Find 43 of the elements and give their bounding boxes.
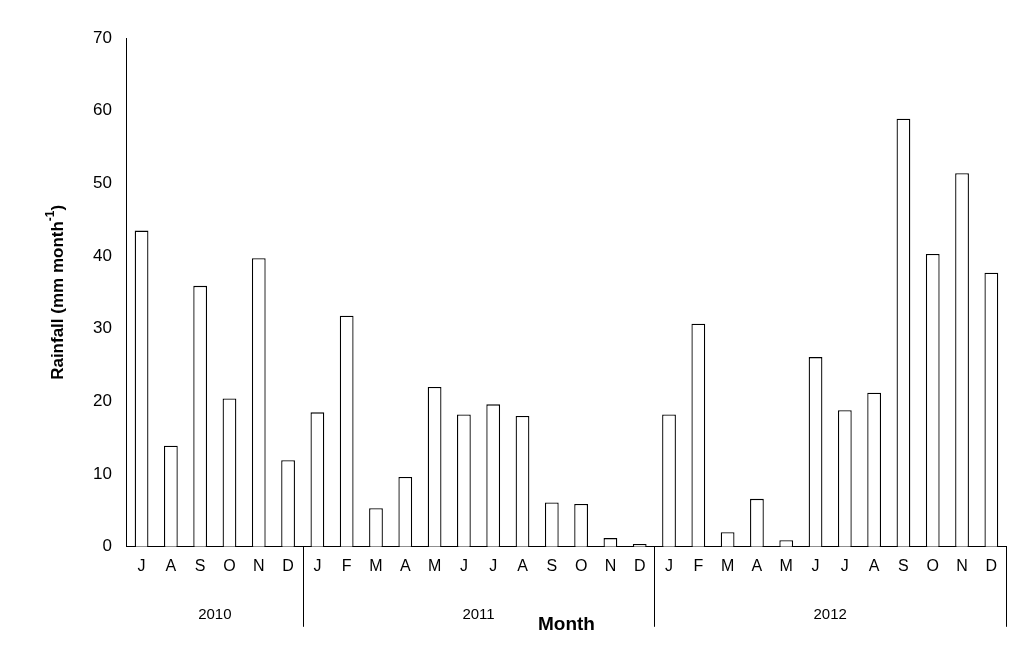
y-axis-title: Rainfall (mm month-1) <box>43 204 67 380</box>
x-tick-label: J <box>459 556 468 574</box>
x-tick-label: D <box>282 556 294 574</box>
x-tick-label: A <box>165 556 177 574</box>
x-tick-label: M <box>369 556 383 574</box>
x-tick-label: D <box>633 556 646 574</box>
x-tick-label: M <box>779 556 793 574</box>
x-tick-label: J <box>840 556 849 574</box>
text: 2010 <box>198 604 232 622</box>
x-axis-title: Month <box>537 613 595 635</box>
x-tick-label: J <box>489 556 498 574</box>
x-tick-label: M <box>427 556 442 574</box>
x-tick-label: S <box>194 556 206 574</box>
x-tick-label: N <box>252 556 265 574</box>
y-tick-label: 30 <box>92 318 112 338</box>
text: 2012 <box>813 604 847 622</box>
x-tick-label: S <box>546 556 558 574</box>
x-tick-label: M <box>720 556 735 574</box>
y-tick-label: 20 <box>92 391 112 411</box>
x-tick-label: F <box>341 556 352 574</box>
x-tick-label: A <box>399 556 411 574</box>
y-tick-label: 50 <box>92 173 112 193</box>
y-tick-label: 0 <box>102 536 112 556</box>
x-tick-label: A <box>751 556 763 574</box>
x-tick-label: F <box>693 556 704 574</box>
x-tick-label: O <box>223 556 236 574</box>
x-tick-label: D <box>985 556 998 574</box>
x-tick-label: J <box>811 556 820 574</box>
x-tick-label: S <box>898 556 909 574</box>
y-tick-label: 40 <box>92 245 112 265</box>
x-tick-label: A <box>868 556 880 574</box>
x-tick-label: N <box>956 556 968 574</box>
x-tick-label: O <box>574 556 588 574</box>
y-tick-label: 70 <box>92 27 112 47</box>
x-tick-label: A <box>517 556 529 574</box>
x-tick-label: O <box>926 556 939 574</box>
x-tick-label: J <box>313 556 322 574</box>
x-tick-label: N <box>604 556 617 574</box>
text: 2011 <box>462 604 495 622</box>
x-tick-label: J <box>665 556 674 574</box>
y-tick-label: 10 <box>92 463 112 483</box>
x-tick-label: J <box>137 556 146 574</box>
y-tick-label: 60 <box>92 100 112 120</box>
